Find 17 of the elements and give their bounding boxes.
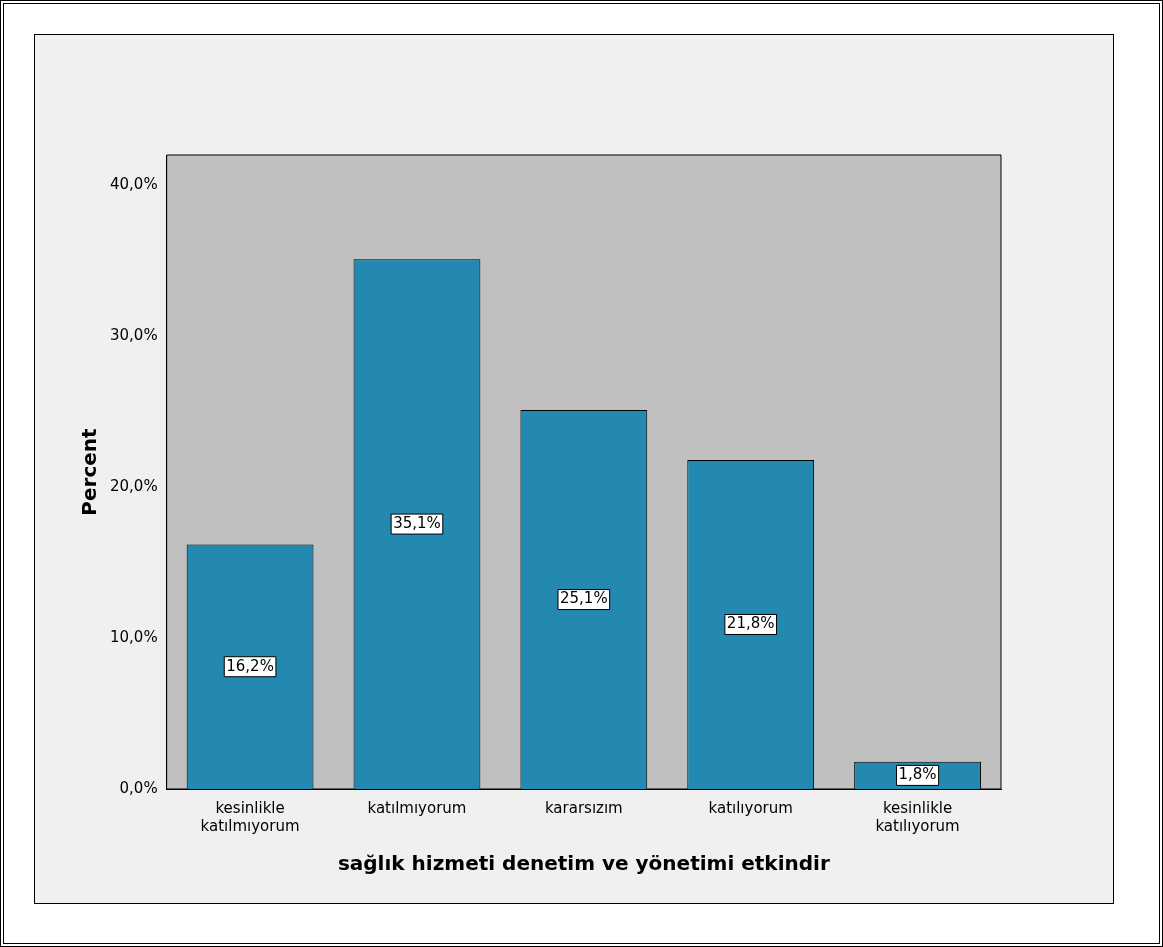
data-label: 21,8% bbox=[726, 614, 775, 633]
x-tick-label: katılıyorum bbox=[708, 798, 793, 817]
y-axis-title: Percent bbox=[77, 427, 102, 516]
data-label: 35,1% bbox=[393, 513, 441, 532]
x-tick-label: kesinlikle katılıyorum bbox=[875, 798, 960, 835]
y-tick-label: 30,0% bbox=[110, 326, 158, 345]
x-tick-label: kesinlikle katılmıyorum bbox=[200, 798, 300, 835]
x-axis-title: sağlık hizmeti denetim ve yönetimi etkindir bbox=[337, 851, 830, 876]
data-label: 1,8% bbox=[898, 765, 937, 784]
data-label: 16,2% bbox=[226, 656, 274, 675]
x-tick-label: katılmıyorum bbox=[367, 798, 467, 817]
data-label: 25,1% bbox=[560, 589, 608, 608]
y-tick-label: 10,0% bbox=[110, 627, 158, 646]
y-tick-label: 20,0% bbox=[110, 476, 158, 495]
y-tick-label: 40,0% bbox=[110, 175, 158, 194]
x-tick-label: kararsızım bbox=[544, 798, 623, 817]
y-tick-label: 0,0% bbox=[119, 778, 158, 797]
